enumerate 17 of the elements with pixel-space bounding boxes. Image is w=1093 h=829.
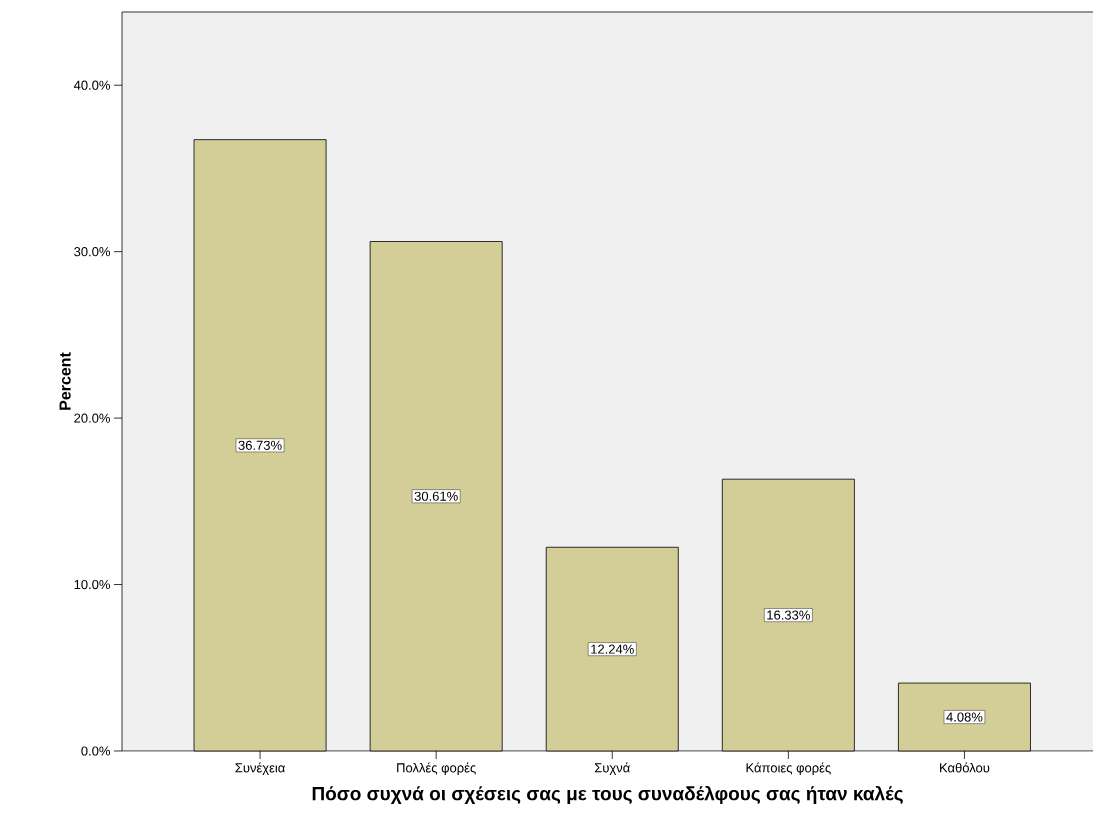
x-tick-label: Πολλές φορές [397,762,476,776]
x-tick-label: Καθόλου [940,762,990,773]
y-tick-label: 10.0% [74,579,111,590]
data-label: 16.33% [767,610,810,620]
y-tick-label: 40.0% [73,80,111,90]
y-tick-label: 0.0% [81,746,111,756]
y-axis-title: Percent [59,352,71,410]
data-label: 12.24% [591,644,634,654]
x-tick-label: Συχνά [594,762,630,776]
x-tick-label: Κάποιες φορές [746,762,831,776]
x-tick-label: Συνέχεια [235,762,285,776]
data-label: 36.73% [238,440,282,450]
data-label: 30.61% [414,491,458,501]
y-tick-label: 20.0% [74,413,111,423]
data-label: 4.08% [946,712,983,722]
x-axis-title: Πόσο συχνά οι σχέσεις σας με τους συναδέλφους σας ήταν καλές [312,785,903,805]
y-tick-label: 30.0% [74,247,111,257]
